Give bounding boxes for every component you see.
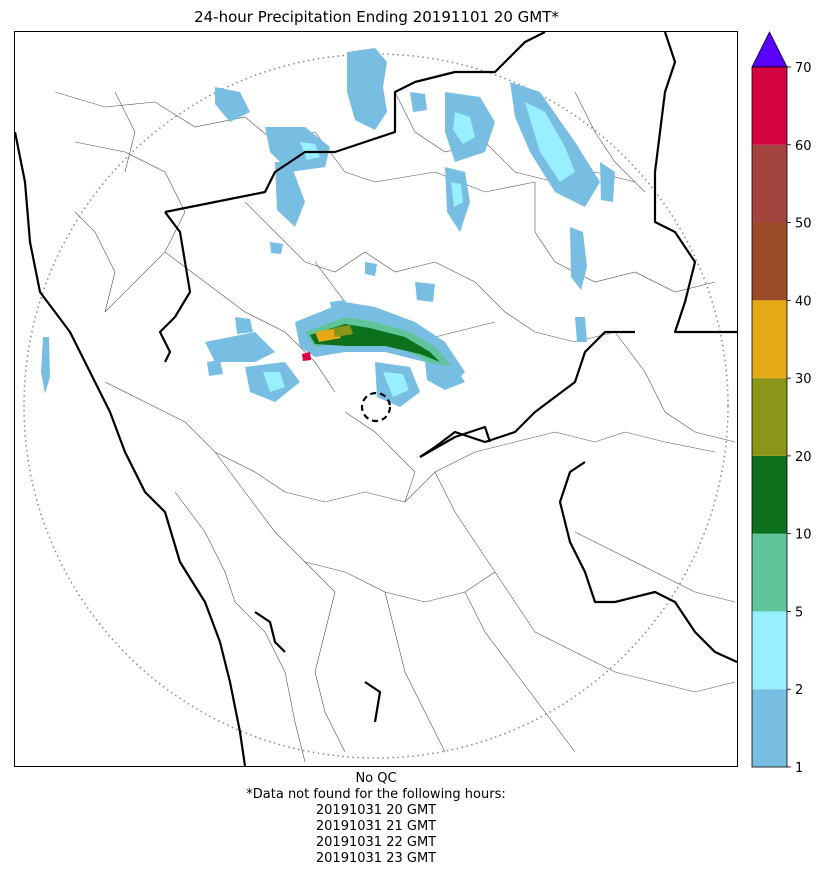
colorbar-tick-label: 50 [795,217,812,232]
missing-hour: 20191031 23 GMT [315,851,437,866]
colorbar-bin [752,611,787,690]
colorbar-tick-label: 60 [795,139,812,154]
colorbar-tick-label: 70 [795,61,812,76]
colorbar-tick-label: 20 [795,450,812,465]
colorbar-graphic: 1 2 5 10 20 30 40 50 60 70 [751,31,812,776]
missing-hour: 20191031 22 GMT [315,835,437,850]
colorbar-bin [752,300,787,379]
colorbar-bin [752,378,787,456]
colorbar-tick-label: 10 [795,528,812,543]
colorbar-tick-label: 2 [795,683,803,698]
colorbar-bin [752,455,787,534]
colorbar-tick-label: 1 [795,761,803,776]
missing-data-note: *Data not found for the following hours: [246,787,506,802]
colorbar-bin [752,144,787,223]
missing-hour: 20191031 21 GMT [315,819,437,834]
footer-notes: No QC *Data not found for the following … [14,771,738,867]
radar-range-ring [23,53,729,759]
map-canvas [15,32,737,766]
colorbar-tick-label: 40 [795,294,812,309]
district-boundaries [54,91,736,763]
precipitation-echoes [41,48,615,407]
precipitation-colorbar: 1 2 5 10 20 30 40 50 60 70 [740,28,825,778]
chart-title: 24-hour Precipitation Ending 20191101 20… [194,8,559,26]
colorbar-outline [751,66,788,768]
colorbar-extend-triangle [751,31,788,68]
colorbar-bin [752,533,787,612]
colorbar-bin [752,222,787,301]
colorbar-tick-label: 30 [795,372,812,387]
state-boundaries [15,32,737,766]
missing-hour: 20191031 20 GMT [315,803,437,818]
radar-site-marker [360,391,392,423]
colorbar-bin [752,689,787,767]
colorbar-tick-label: 5 [795,605,803,620]
qc-note: No QC [355,771,397,786]
colorbar-bin [752,67,787,145]
precipitation-map [14,31,738,767]
